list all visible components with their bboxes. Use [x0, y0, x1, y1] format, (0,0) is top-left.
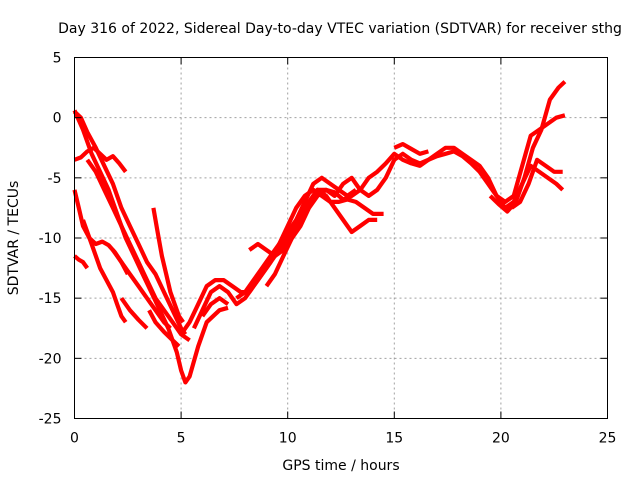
series-line-12: [179, 187, 378, 336]
series-line-19: [488, 80, 567, 214]
x-tick-label: 10: [279, 431, 297, 447]
y-tick-label: -10: [39, 231, 62, 247]
series-line-18: [393, 142, 429, 156]
tick-marks: [74, 57, 608, 419]
series-line-8: [111, 248, 172, 330]
x-tick-label: 15: [385, 431, 403, 447]
series-line-1: [73, 110, 188, 336]
y-tick-label: -15: [39, 291, 62, 307]
y-tick-label: -20: [39, 351, 62, 367]
series-line-3: [73, 145, 128, 174]
y-tick-label: -5: [48, 171, 62, 187]
chart-title: Day 316 of 2022, Sidereal Day-to-day VTE…: [58, 21, 622, 37]
grid: [74, 57, 608, 419]
x-axis-label: GPS time / hours: [282, 458, 399, 474]
series-line-9: [119, 296, 149, 330]
x-tick-label: 5: [177, 431, 186, 447]
series-group: [72, 80, 567, 385]
y-tick-label: -25: [39, 412, 62, 428]
series-line-10: [151, 207, 185, 324]
x-tick-label: 20: [492, 431, 510, 447]
x-tick-label: 25: [599, 431, 617, 447]
y-tick-label: 5: [53, 51, 62, 67]
x-tick-labels: 0 5 10 15 20 25: [70, 431, 616, 447]
series-line-14: [200, 296, 230, 318]
series-line-20: [510, 157, 563, 210]
series-line-11: [147, 309, 181, 348]
series-line-13: [191, 187, 384, 330]
x-tick-label: 0: [70, 431, 79, 447]
series-line-5: [73, 254, 90, 270]
y-axis-label: SDTVAR / TECUs: [6, 181, 22, 296]
series-line-17: [264, 113, 566, 288]
series-line-15: [235, 175, 358, 300]
series-line-6: [85, 158, 191, 343]
y-tick-labels: -25 -20 -15 -10 -5 0 5: [39, 51, 62, 428]
y-tick-label: 0: [53, 111, 62, 127]
series-line-7: [81, 219, 128, 324]
